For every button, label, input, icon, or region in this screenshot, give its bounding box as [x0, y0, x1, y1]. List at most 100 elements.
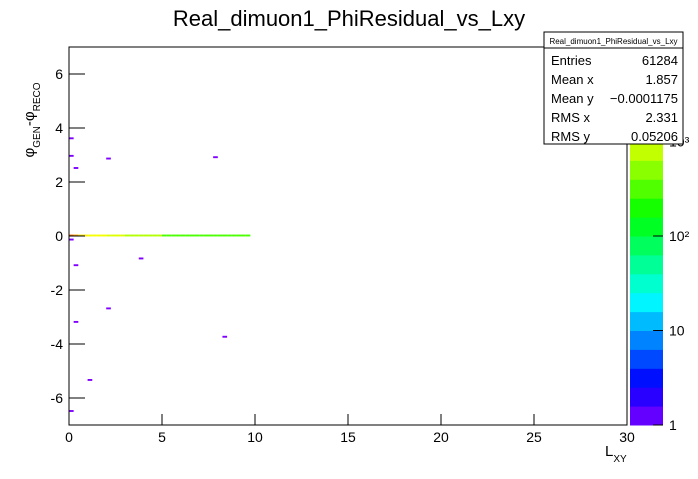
- axis-title-part: RECO: [32, 82, 43, 111]
- axis-title-part: XY: [613, 454, 627, 465]
- z-tick-label: 1: [669, 417, 677, 433]
- cell: [241, 234, 246, 237]
- cell: [73, 167, 79, 169]
- y-tick-label: 2: [55, 174, 63, 190]
- y-tick-label: 4: [55, 120, 63, 136]
- x-tick-label: 0: [65, 429, 73, 445]
- z-tick-label: 10²: [669, 228, 690, 244]
- cell: [143, 234, 149, 237]
- z-tick-label: 10: [669, 323, 685, 339]
- colorbar-band: [630, 217, 663, 237]
- x-axis-title: LXY: [605, 443, 627, 465]
- cell: [69, 154, 74, 157]
- cell: [73, 264, 79, 267]
- axis-title-part: -φ: [21, 111, 38, 126]
- stats-label: Mean x: [551, 72, 594, 87]
- colorbar-band: [630, 368, 663, 388]
- colorbar-band: [630, 254, 663, 275]
- cell: [222, 335, 228, 338]
- cell: [245, 234, 251, 237]
- cell: [213, 234, 218, 237]
- cell: [138, 257, 144, 260]
- axis-title-part: GEN: [32, 126, 43, 148]
- colorbar-band: [630, 160, 663, 180]
- x-tick-label: 30: [619, 429, 635, 445]
- y-tick-label: 0: [55, 228, 63, 244]
- cell: [194, 234, 200, 237]
- cell: [87, 234, 93, 237]
- cell: [110, 234, 116, 237]
- x-tick-label: 5: [158, 429, 166, 445]
- cell: [157, 234, 162, 237]
- colorbar-band: [630, 387, 663, 407]
- cell: [124, 234, 130, 237]
- x-tick-label: 15: [340, 429, 356, 445]
- cell: [134, 234, 139, 237]
- cell: [69, 238, 74, 241]
- cell: [82, 234, 88, 237]
- colorbar-band: [630, 141, 663, 161]
- cell: [189, 234, 195, 237]
- axis-title-part: L: [605, 443, 613, 460]
- colorbar-band: [630, 273, 663, 294]
- y-tick-label: -6: [51, 390, 64, 406]
- cell: [69, 137, 74, 140]
- colorbar-band: [630, 406, 663, 426]
- colorbar-band: [630, 311, 663, 331]
- cell: [148, 234, 153, 237]
- cell: [92, 234, 97, 237]
- cell: [106, 157, 111, 160]
- cell: [231, 234, 237, 237]
- cell: [227, 234, 232, 237]
- cell: [180, 234, 186, 237]
- cell: [115, 234, 121, 237]
- chart-title: Real_dimuon1_PhiResidual_vs_Lxy: [173, 6, 525, 31]
- stats-value: 2.331: [645, 110, 678, 125]
- stats-value: 61284: [642, 53, 678, 68]
- cell: [120, 234, 125, 237]
- colorbar-band: [630, 292, 663, 313]
- stats-label: RMS x: [551, 110, 591, 125]
- cell: [213, 156, 218, 159]
- stats-label: RMS y: [551, 129, 591, 144]
- axis-title-part: φ: [21, 148, 38, 158]
- x-tick-label: 25: [526, 429, 542, 445]
- y-tick-label: -2: [51, 282, 64, 298]
- cell: [87, 379, 93, 381]
- y-tick-label: -4: [51, 336, 64, 352]
- cell: [222, 234, 228, 237]
- x-tick-label: 10: [247, 429, 263, 445]
- colorbar-band: [630, 330, 663, 350]
- colorbar-band: [630, 236, 663, 256]
- cell: [217, 234, 223, 237]
- cell: [171, 234, 176, 237]
- stats-label: Entries: [551, 53, 592, 68]
- colorbar-band: [630, 198, 663, 218]
- y-axis-title: φGEN-φRECO: [21, 82, 43, 157]
- cell: [69, 410, 74, 412]
- cell: [199, 234, 204, 237]
- colorbar-band: [630, 349, 663, 369]
- stats-label: Mean y: [551, 91, 594, 106]
- stats-title: Real_dimuon1_PhiResidual_vs_Lxy: [549, 37, 677, 46]
- colorbar-band: [630, 179, 663, 199]
- cell: [162, 234, 167, 237]
- stats-value: −0.0001175: [610, 91, 678, 106]
- stats-value: 1.857: [645, 72, 678, 87]
- stats-value: 0.05206: [631, 129, 678, 144]
- cell: [175, 234, 181, 237]
- x-tick-label: 20: [433, 429, 449, 445]
- cell: [96, 234, 102, 237]
- cell: [129, 234, 135, 237]
- cell: [138, 234, 144, 237]
- cell: [106, 307, 111, 310]
- y-tick-label: 6: [55, 66, 63, 82]
- cell: [73, 320, 79, 323]
- cell: [106, 234, 111, 237]
- cell: [203, 234, 209, 237]
- cell: [152, 234, 158, 237]
- cell: [185, 234, 190, 237]
- cell: [101, 234, 107, 237]
- cell: [208, 234, 214, 237]
